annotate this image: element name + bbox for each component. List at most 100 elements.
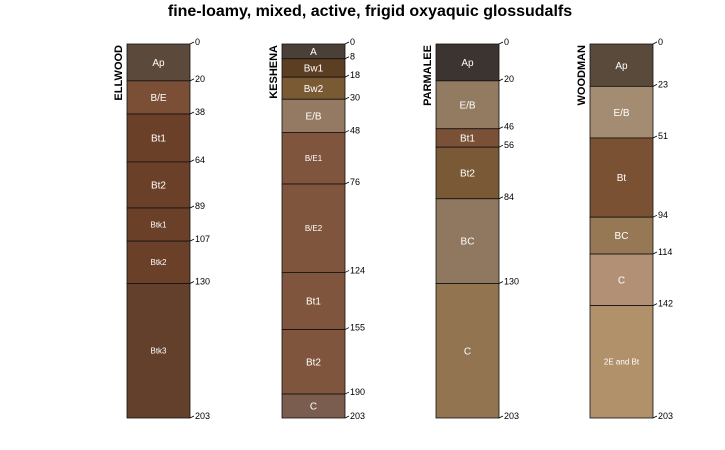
depth-tick	[344, 96, 350, 100]
depth-tick	[189, 415, 195, 419]
depth-label: 64	[195, 155, 205, 165]
depth-label: 124	[350, 265, 365, 275]
depth-tick	[498, 196, 504, 200]
chart-title: fine-loamy, mixed, active, frigid oxyaqu…	[168, 3, 572, 20]
horizon-label: E/B	[613, 108, 629, 119]
depth-tick	[344, 391, 350, 395]
depth-label: 130	[195, 277, 210, 287]
horizon-label: Btk1	[150, 220, 167, 229]
horizon-label: Bt1	[306, 297, 321, 308]
profile-name: WOODMAN	[576, 45, 588, 106]
depth-tick	[652, 214, 658, 218]
horizon-ap	[126, 43, 191, 82]
horizon-bt2	[435, 146, 500, 200]
horizon-label: Bt2	[306, 357, 321, 368]
depth-label: 107	[195, 234, 210, 244]
depth-label: 30	[350, 92, 360, 102]
depth-tick	[498, 281, 504, 284]
horizon-label: E/B	[459, 100, 475, 111]
profile-name: PARMALEE	[422, 45, 434, 106]
profile-woodman: WOODMAN Ap E/B Bt BC C 2E and Bt 0 23 51 94 114 142 2…	[576, 37, 673, 421]
depth-label: 203	[504, 411, 519, 421]
depth-tick	[189, 281, 195, 284]
depth-label: 20	[504, 74, 514, 84]
horizon-btk2	[126, 240, 191, 284]
profile-ellwood: ELLWOOD Ap B/E Bt1 Bt2 Btk1 Btk2 Btk3 0 20 38 64 89 1…	[113, 37, 210, 421]
horizon-label: Bt1	[151, 134, 166, 145]
depth-tick	[189, 205, 195, 209]
depth-label: 203	[658, 411, 673, 421]
profile-parmalee: PARMALEE Ap E/B Bt1 Bt2 BC C 0 20 46 56 84 130 203	[422, 37, 519, 421]
horizon-label: 2E and Bt	[604, 358, 640, 367]
depth-tick	[652, 303, 658, 306]
horizon-label: Bt2	[460, 169, 475, 180]
depth-label: 203	[195, 411, 210, 421]
profile-name: ELLWOOD	[113, 45, 125, 101]
horizon-label: Btk2	[150, 258, 167, 267]
depth-tick	[344, 74, 350, 78]
horizon-label: BC	[615, 231, 629, 242]
horizon-label: Bw2	[304, 84, 324, 95]
depth-tick	[344, 327, 350, 330]
depth-label: 0	[504, 37, 509, 47]
horizon-bt2	[281, 329, 346, 395]
depth-label: 76	[350, 177, 360, 187]
horizon-bt1	[126, 113, 191, 163]
depth-label: 0	[195, 37, 200, 47]
depth-tick	[498, 78, 504, 82]
horizon-label: Bt1	[460, 134, 475, 145]
horizon-btk3	[126, 283, 191, 419]
depth-tick	[498, 144, 504, 148]
depth-tick	[344, 181, 350, 185]
depth-tick	[652, 135, 658, 139]
depth-tick	[652, 84, 658, 87]
horizon-label: Bt2	[151, 181, 166, 192]
horizon-label: Ap	[152, 58, 165, 69]
horizon-bc	[589, 216, 654, 255]
horizon-b-e1	[281, 132, 346, 185]
horizon-e-b	[281, 98, 346, 133]
depth-label: 89	[195, 201, 205, 211]
horizon-bt1	[281, 272, 346, 330]
depth-label: 8	[350, 52, 355, 62]
horizon-label: Btk3	[150, 347, 167, 356]
horizon-label: Bw1	[304, 64, 324, 75]
depth-tick	[189, 78, 195, 82]
depth-tick	[344, 270, 350, 273]
depth-tick	[498, 415, 504, 419]
horizon-e-b	[589, 85, 654, 139]
horizon-label: A	[310, 47, 317, 58]
depth-label: 114	[658, 247, 672, 257]
depth-tick	[189, 238, 195, 242]
horizon-label: B/E1	[305, 154, 323, 163]
depth-label: 155	[350, 323, 365, 333]
horizon-bc	[435, 198, 500, 284]
depth-tick	[189, 111, 195, 115]
horizon-b-e	[126, 80, 191, 115]
horizon-label: Ap	[461, 58, 474, 69]
horizon-c	[589, 253, 654, 307]
horizon-label: B/E2	[305, 224, 323, 233]
depth-label: 0	[658, 37, 663, 47]
depth-label: 56	[504, 140, 514, 150]
depth-tick	[498, 126, 504, 130]
horizon-label: Ap	[615, 61, 628, 72]
depth-label: 48	[350, 125, 360, 135]
horizon-label: C	[464, 346, 471, 357]
horizon-label: E/B	[305, 111, 321, 122]
depth-label: 203	[350, 411, 365, 421]
depth-tick	[652, 251, 658, 255]
depth-label: 142	[658, 299, 673, 309]
depth-label: 94	[658, 210, 668, 220]
depth-label: 0	[350, 37, 355, 47]
depth-tick	[652, 41, 658, 45]
horizon-label: Bt	[617, 173, 627, 184]
depth-tick	[344, 130, 350, 133]
profile-name: KESHENA	[268, 45, 280, 99]
depth-tick	[344, 56, 350, 60]
horizon-2e-and-bt	[589, 305, 654, 419]
horizon-bt	[589, 137, 654, 218]
depth-label: 51	[658, 131, 668, 141]
horizon-bt2	[126, 161, 191, 209]
